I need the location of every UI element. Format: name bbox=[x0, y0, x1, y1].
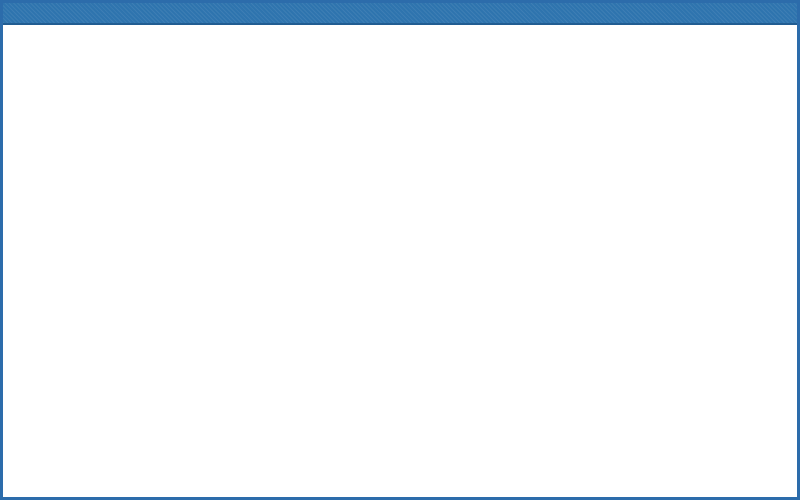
title-bar bbox=[3, 3, 797, 25]
